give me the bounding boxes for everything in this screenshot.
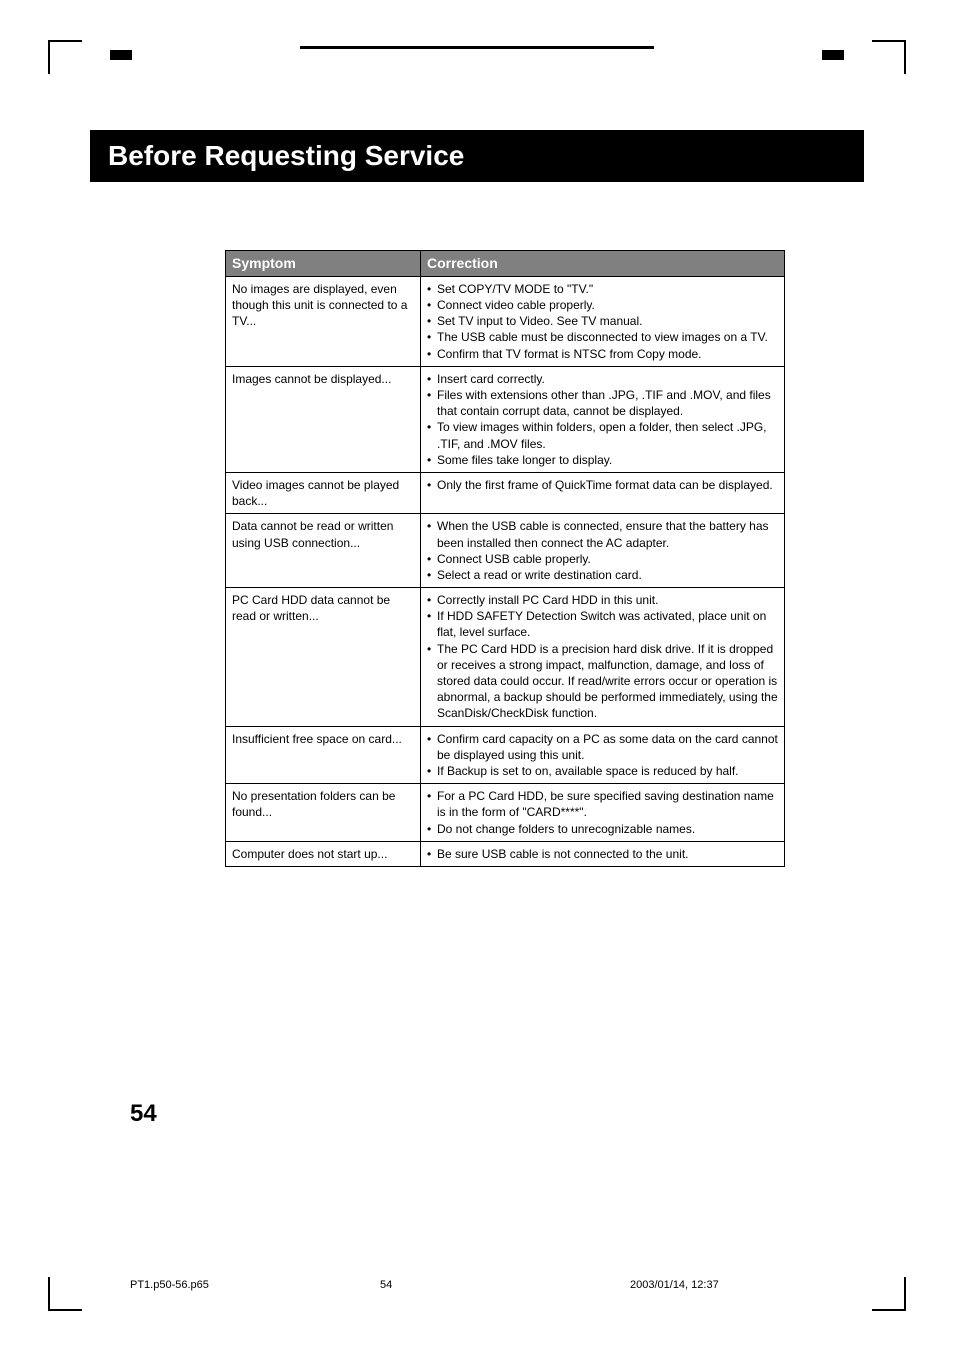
print-footer: PT1.p50-56.p65 54 2003/01/14, 12:37 — [130, 1279, 824, 1291]
crop-mark-top-right — [872, 40, 906, 74]
header-symptom: Symptom — [226, 251, 421, 277]
correction-item: Be sure USB cable is not connected to th… — [427, 846, 778, 862]
correction-item: Do not change folders to unrecognizable … — [427, 821, 778, 837]
footer-page: 54 — [380, 1279, 630, 1291]
table-body: No images are displayed, even though thi… — [226, 276, 785, 866]
table-row: No images are displayed, even though thi… — [226, 276, 785, 366]
correction-item: Select a read or write destination card. — [427, 567, 778, 583]
correction-cell: For a PC Card HDD, be sure specified sav… — [421, 784, 785, 842]
table-header-row: Symptom Correction — [226, 251, 785, 277]
correction-item: Connect USB cable properly. — [427, 551, 778, 567]
page-title: Before Requesting Service — [90, 130, 864, 182]
correction-item: Insert card correctly. — [427, 371, 778, 387]
header-correction: Correction — [421, 251, 785, 277]
table-row: Insufficient free space on card...Confir… — [226, 726, 785, 784]
symptom-cell: Computer does not start up... — [226, 841, 421, 866]
crop-mark-bottom-right — [872, 1277, 906, 1311]
correction-cell: Correctly install PC Card HDD in this un… — [421, 588, 785, 727]
correction-cell: Confirm card capacity on a PC as some da… — [421, 726, 785, 784]
registration-mark-right — [822, 50, 844, 60]
correction-cell: Only the first frame of QuickTime format… — [421, 472, 785, 513]
correction-item: Set COPY/TV MODE to "TV." — [427, 281, 778, 297]
correction-item: Files with extensions other than .JPG, .… — [427, 387, 778, 419]
symptom-cell: Images cannot be displayed... — [226, 366, 421, 472]
footer-file: PT1.p50-56.p65 — [130, 1279, 380, 1291]
footer-timestamp: 2003/01/14, 12:37 — [630, 1279, 719, 1291]
correction-cell: Set COPY/TV MODE to "TV."Connect video c… — [421, 276, 785, 366]
correction-item: Only the first frame of QuickTime format… — [427, 477, 778, 493]
registration-bar-top — [300, 46, 654, 49]
table-row: Computer does not start up... Be sure USB… — [226, 841, 785, 866]
troubleshooting-table: Symptom Correction No images are display… — [225, 250, 785, 867]
crop-mark-bottom-left — [48, 1277, 82, 1311]
correction-cell: When the USB cable is connected, ensure … — [421, 514, 785, 588]
table-row: Images cannot be displayed...Insert card… — [226, 366, 785, 472]
correction-item: If Backup is set to on, available space … — [427, 763, 778, 779]
correction-item: The PC Card HDD is a precision hard disk… — [427, 641, 778, 722]
correction-item: Connect video cable properly. — [427, 297, 778, 313]
table-row: PC Card HDD data cannot be read or writt… — [226, 588, 785, 727]
correction-item: Correctly install PC Card HDD in this un… — [427, 592, 778, 608]
symptom-cell: Data cannot be read or written using USB… — [226, 514, 421, 588]
correction-item: Confirm card capacity on a PC as some da… — [427, 731, 778, 763]
correction-item: When the USB cable is connected, ensure … — [427, 518, 778, 550]
correction-item: The USB cable must be disconnected to vi… — [427, 329, 778, 345]
symptom-cell: No images are displayed, even though thi… — [226, 276, 421, 366]
symptom-cell: PC Card HDD data cannot be read or writt… — [226, 588, 421, 727]
correction-item: Some files take longer to display. — [427, 452, 778, 468]
correction-item: If HDD SAFETY Detection Switch was activ… — [427, 608, 778, 640]
correction-item: Confirm that TV format is NTSC from Copy… — [427, 346, 778, 362]
correction-item: To view images within folders, open a fo… — [427, 419, 778, 451]
registration-mark-left — [110, 50, 132, 60]
table-row: Data cannot be read or written using USB… — [226, 514, 785, 588]
correction-item: For a PC Card HDD, be sure specified sav… — [427, 788, 778, 820]
correction-item: Set TV input to Video. See TV manual. — [427, 313, 778, 329]
correction-cell: Insert card correctly.Files with extensi… — [421, 366, 785, 472]
correction-cell: Be sure USB cable is not connected to th… — [421, 841, 785, 866]
table-row: Video images cannot be played back... Onl… — [226, 472, 785, 513]
page-number: 54 — [130, 1100, 157, 1128]
symptom-cell: No presentation folders can be found... — [226, 784, 421, 842]
table-row: No presentation folders can be found...F… — [226, 784, 785, 842]
symptom-cell: Video images cannot be played back... — [226, 472, 421, 513]
crop-mark-top-left — [48, 40, 82, 74]
symptom-cell: Insufficient free space on card... — [226, 726, 421, 784]
